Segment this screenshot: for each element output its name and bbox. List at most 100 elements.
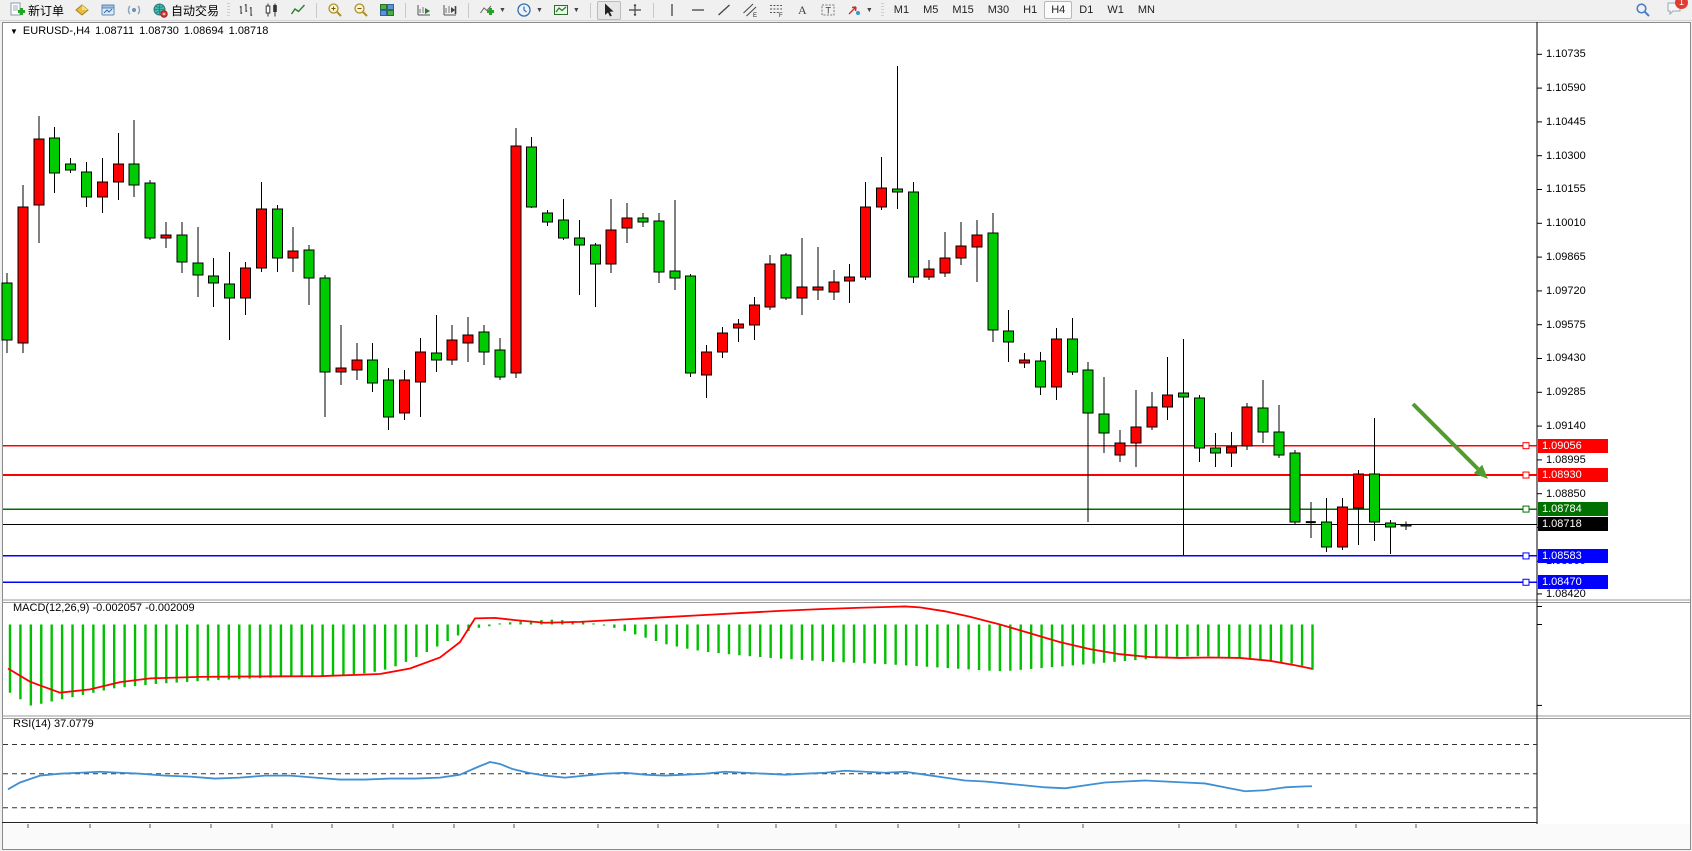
cursor-tool-button[interactable] xyxy=(596,0,621,20)
macd-values: -0.002057 -0.002009 xyxy=(92,602,195,614)
crosshair-tool-button[interactable] xyxy=(623,1,647,20)
candlestick-chart-icon xyxy=(264,2,280,18)
candle-88 xyxy=(1400,521,1412,531)
candle-4 xyxy=(65,158,77,173)
toolbar-separator xyxy=(405,2,407,18)
tile-windows-button[interactable] xyxy=(375,1,399,20)
auto-scroll-button[interactable] xyxy=(412,1,436,20)
timeframe-H1[interactable]: H1 xyxy=(1023,4,1038,16)
candle-57 xyxy=(907,182,919,283)
time-axis-strip[interactable] xyxy=(3,824,1690,849)
profiles-button[interactable] xyxy=(70,1,94,20)
timeframe-M1[interactable]: M1 xyxy=(893,4,910,16)
candle-3 xyxy=(49,127,61,193)
candle-61 xyxy=(971,220,983,282)
candle-16 xyxy=(255,182,267,273)
toolbar-separator xyxy=(316,2,318,18)
support-line-1.08784[interactable] xyxy=(3,505,1537,513)
bar-chart-button[interactable] xyxy=(234,1,258,20)
candle-54 xyxy=(860,182,872,280)
text-label-tool-button[interactable]: T xyxy=(816,1,840,20)
market-watch-button[interactable] xyxy=(96,1,120,20)
timeframe-W1[interactable]: W1 xyxy=(1107,4,1124,16)
timeframe-H4[interactable]: H4 xyxy=(1044,1,1073,19)
candle-20 xyxy=(319,275,331,418)
horizontal-line-tool-button[interactable] xyxy=(686,1,710,20)
bar-chart-icon xyxy=(238,2,254,18)
candle-11 xyxy=(176,221,188,273)
candle-25 xyxy=(399,370,410,421)
chart-menu-arrow-icon[interactable]: ▼ xyxy=(10,26,18,36)
line-chart-button[interactable] xyxy=(286,1,310,20)
candle-82 xyxy=(1305,502,1316,539)
ohlc-high: 1.08730 xyxy=(139,25,179,37)
notifications-button[interactable]: 1 xyxy=(1666,0,1688,21)
arrows-icon xyxy=(846,2,862,18)
arrows-tool-button[interactable]: ▼ xyxy=(842,1,877,20)
support-line-1.08583[interactable] xyxy=(3,552,1537,560)
profiles-icon xyxy=(74,2,90,18)
support-line-1.08470[interactable] xyxy=(3,578,1537,586)
candle-83 xyxy=(1321,498,1333,553)
periods-button[interactable]: ▼ xyxy=(512,1,547,20)
candle-6 xyxy=(96,158,108,214)
text-icon: A xyxy=(794,2,810,18)
rsi-indicator-label: RSI(14) 37.0779 xyxy=(13,718,94,730)
indicators-button[interactable]: ▼ xyxy=(475,1,510,20)
timeframe-M30[interactable]: M30 xyxy=(987,4,1010,16)
ohlc-close: 1.08718 xyxy=(228,25,269,37)
candle-64 xyxy=(1019,352,1031,369)
chart-shift-button[interactable] xyxy=(438,1,462,20)
candlestick-chart-button[interactable] xyxy=(260,1,284,20)
zoom-out-button[interactable] xyxy=(349,1,373,20)
price-badge-1.08930: 1.08930 xyxy=(1538,468,1608,483)
channel-tool-button[interactable]: E xyxy=(738,1,762,20)
price-tick: 1.10445 xyxy=(1546,115,1586,128)
candle-62 xyxy=(987,213,999,342)
timeframe-M15[interactable]: M15 xyxy=(952,4,974,16)
search-button[interactable] xyxy=(1631,1,1655,20)
candle-23 xyxy=(367,343,379,393)
signal-button[interactable] xyxy=(122,1,146,20)
new-order-button[interactable]: 新订单 xyxy=(5,1,68,20)
candle-78 xyxy=(1241,403,1253,451)
text-label-icon: T xyxy=(820,2,836,18)
cursor-icon xyxy=(601,2,617,18)
candle-77 xyxy=(1225,432,1237,468)
candle-74 xyxy=(1178,338,1190,555)
autotrading-button[interactable]: 自动交易 xyxy=(148,1,223,20)
arrow-annotation[interactable] xyxy=(1411,402,1488,479)
templates-button[interactable]: ▼ xyxy=(549,1,584,20)
vertical-line-tool-button[interactable] xyxy=(660,1,684,20)
timeframe-D1[interactable]: D1 xyxy=(1079,4,1094,16)
text-tool-button[interactable]: A xyxy=(790,1,814,20)
timeframe-MN[interactable]: MN xyxy=(1137,4,1155,16)
candle-56 xyxy=(891,65,903,210)
symbol-timeframe: EURUSD-,H4 xyxy=(22,25,91,37)
main-toolbar: 新订单 自动交易 ▼ ▼ xyxy=(0,0,1692,21)
candle-42 xyxy=(669,199,681,290)
candle-80 xyxy=(1273,405,1285,459)
price-badge-1.09056: 1.09056 xyxy=(1538,438,1608,453)
candle-55 xyxy=(876,157,887,211)
candle-22 xyxy=(351,343,363,380)
candle-48 xyxy=(764,254,776,311)
candle-50 xyxy=(796,237,808,315)
candle-67 xyxy=(1066,317,1078,376)
candle-31 xyxy=(494,337,506,380)
candle-53 xyxy=(844,264,856,304)
timeframe-M5[interactable]: M5 xyxy=(923,4,939,16)
candle-69 xyxy=(1098,376,1110,454)
trendline-tool-button[interactable] xyxy=(712,1,736,20)
horizontal-line-icon xyxy=(690,2,706,18)
price-badge-1.08583: 1.08583 xyxy=(1538,548,1608,563)
fibonacci-tool-button[interactable]: F xyxy=(764,1,788,20)
candle-33 xyxy=(526,137,538,208)
line-chart-icon xyxy=(290,2,306,18)
candle-10 xyxy=(160,221,172,249)
candle-32 xyxy=(510,127,522,379)
zoom-in-button[interactable] xyxy=(323,1,347,20)
resistance-line-1.08930[interactable] xyxy=(3,471,1537,479)
price-tick: 1.08850 xyxy=(1546,487,1586,500)
